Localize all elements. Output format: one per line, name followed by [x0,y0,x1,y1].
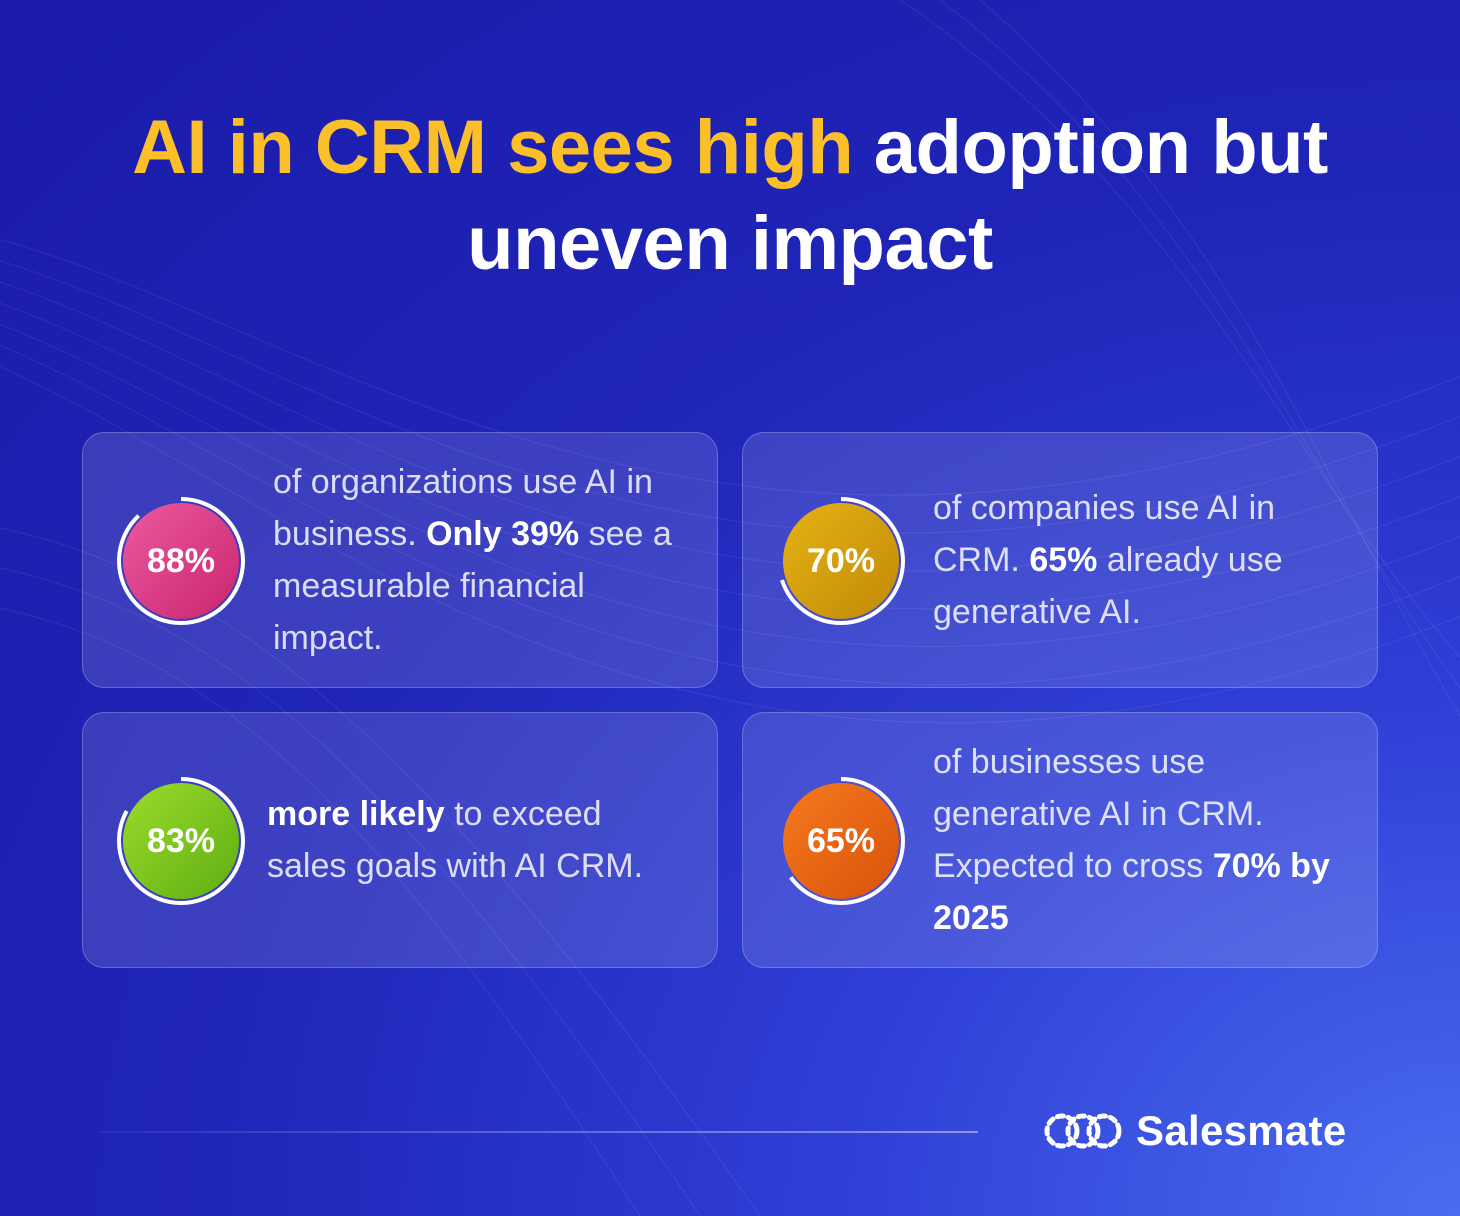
stat-value: 88% [146,541,216,580]
stat-highlight: 65% [1029,541,1098,579]
stat-description: of businesses use generative AI in CRM. … [933,713,1347,967]
stat-text: of businesses use generative AI in CRM. … [933,736,1347,944]
stat-text-segment: to exceed sales goals with AI CRM. [267,795,644,885]
stat-text-segment: of businesses use generative AI in CRM. … [933,743,1264,885]
stat-text-segment: see a measurable financial impact. [273,515,672,657]
stat-ring: 70% [774,494,908,628]
stat-card-companies: 70% of companies use AI in CRM. 65% alre… [742,432,1378,688]
stat-ring: 65% [774,774,908,908]
stat-text: of companies use AI in CRM. 65% already … [933,482,1347,638]
stat-value: 83% [146,821,216,860]
stat-text-segment: already use generative AI. [933,541,1283,631]
stat-highlight: more likely [267,795,445,833]
page-title: AI in CRM sees high adoption but uneven … [0,100,1460,292]
stat-description: more likely to exceed sales goals with A… [267,713,687,967]
stat-card-organizations: 88% of organizations use AI in business.… [82,432,718,688]
footer-divider [100,1131,978,1133]
stat-ring: 83% [114,774,248,908]
stat-highlight: Only 39% [426,515,580,553]
salesmate-logo-icon [1044,1113,1122,1149]
title-highlight: AI in CRM sees high [132,105,854,190]
stat-highlight: 70% by 2025 [933,847,1330,937]
title-rest: adoption but [853,105,1329,190]
title-line2: uneven impact [467,201,993,286]
brand-logo: Salesmate [1042,1106,1347,1156]
stat-description: of organizations use AI in business. Onl… [273,433,687,687]
stat-value: 70% [806,541,876,580]
stat-text-segment: of organizations use AI in business. [273,463,653,553]
stat-ring: 88% [114,494,248,628]
stat-text: of organizations use AI in business. Onl… [273,456,687,664]
stat-description: of companies use AI in CRM. 65% already … [933,433,1347,687]
stat-text-segment: of companies use AI in CRM. [933,489,1276,579]
stat-card-businesses: 65% of businesses use generative AI in C… [742,712,1378,968]
stat-text: more likely to exceed sales goals with A… [267,788,687,892]
stat-value: 65% [806,821,876,860]
stat-card-sales-goals: 83% more likely to exceed sales goals wi… [82,712,718,968]
brand-name: Salesmate [1136,1107,1347,1154]
